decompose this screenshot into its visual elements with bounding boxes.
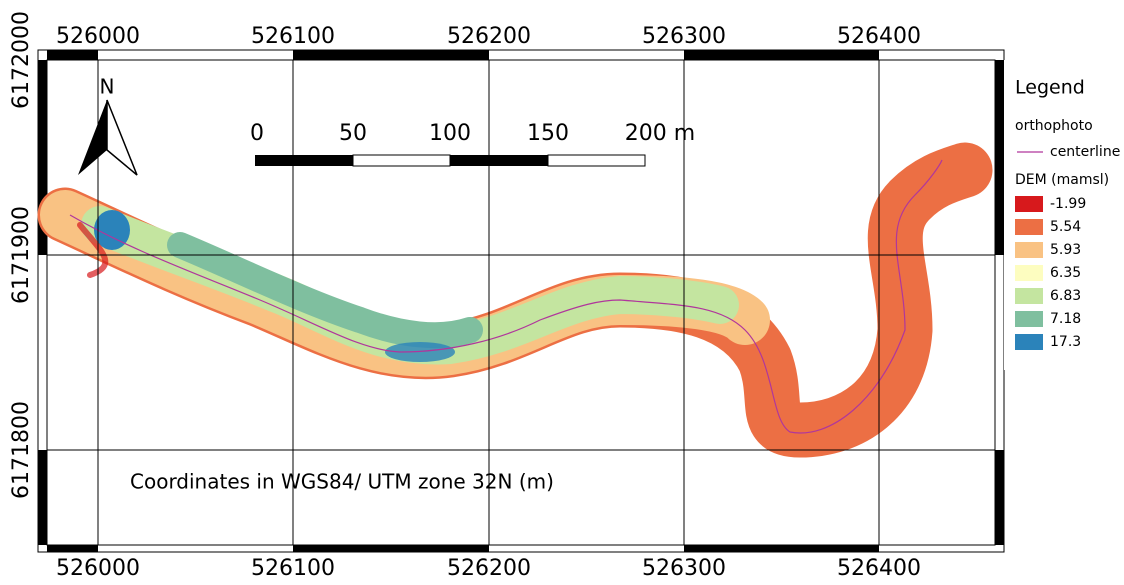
coordinate-note: Coordinates in WGS84/ UTM zone 32N (m) [130,470,554,494]
legend-swatch [1015,334,1043,350]
x-coord-label: 526100 [251,24,335,49]
legend-class-label: 5.54 [1050,219,1081,235]
frame-bar [293,50,489,60]
legend-class-label: 6.35 [1050,265,1081,281]
x-coord-label: 526100 [251,556,335,581]
frame-bar [293,545,489,552]
frame-bar [47,545,98,552]
x-coord-label: 526400 [837,556,921,581]
frame-bar [47,50,98,60]
scale-segment [450,155,548,166]
x-coord-label: 526200 [447,24,531,49]
dem-raster [65,170,965,430]
north-arrow: N [78,75,137,176]
legend-centerline: centerline [1050,144,1120,160]
scale-segment [255,155,353,166]
x-coord-label: 526400 [837,24,921,49]
legend-swatch [1015,242,1043,258]
legend-dem-title: DEM (mamsl) [1015,172,1109,188]
frame-bar [995,60,1004,255]
map-figure: N Coordinates in WGS84/ UTM zone 32N (m)… [0,0,1124,585]
legend-title: Legend [1015,77,1085,99]
legend-class-label: 6.83 [1050,288,1081,304]
arrow-half [78,100,107,175]
arrow-half [107,100,137,175]
scale-bar [255,155,645,166]
x-coord-label: 526200 [447,556,531,581]
legend-swatch [1015,219,1043,235]
frame-bar [684,50,879,60]
frame-bar [995,450,1004,545]
legend-swatch [1015,265,1043,281]
legend-class-label: 17.3 [1050,334,1081,350]
scale-label: 200 m [625,121,695,146]
x-coord-label: 526300 [642,556,726,581]
scale-label: 100 [429,121,471,146]
legend-class-label: 7.18 [1050,311,1081,327]
legend-class-label: -1.99 [1050,196,1086,212]
frame-bar [38,450,47,545]
frame-bar [684,545,879,552]
scale-segment [548,155,645,166]
legend-swatch [1015,196,1043,212]
x-coord-label: 526000 [56,556,140,581]
y-coord-label: 6171800 [9,401,34,499]
y-coord-label: 6172000 [9,11,34,109]
legend-swatch [1015,311,1043,327]
legend-swatch [1015,288,1043,304]
scale-label: 0 [250,121,264,146]
x-coord-label: 526300 [642,24,726,49]
legend-orthophoto: orthophoto [1015,118,1093,134]
x-coord-label: 526000 [56,24,140,49]
scale-label: 50 [339,121,367,146]
legend-class-label: 5.93 [1050,242,1081,258]
y-coord-label: 6171900 [9,206,34,304]
scale-label: 150 [527,121,569,146]
scale-segment [353,155,450,166]
north-label: N [100,75,115,99]
